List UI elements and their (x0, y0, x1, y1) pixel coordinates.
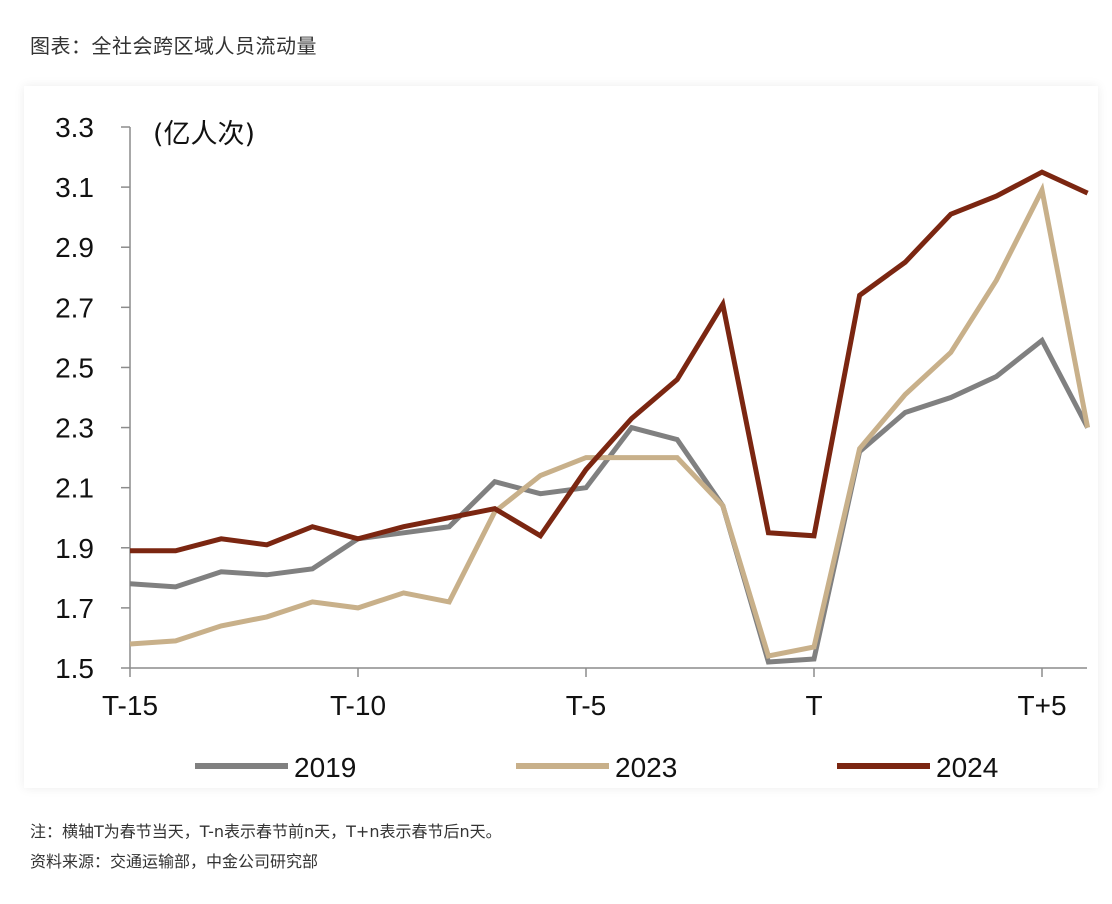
series-lines (129, 169, 1091, 665)
source-note: 资料来源：交通运输部，中金公司研究部 (30, 852, 319, 871)
y-tick-label: 2.9 (55, 232, 94, 263)
y-tick-label: 3.3 (55, 112, 94, 143)
series-line-2023 (129, 182, 1091, 659)
series-line-2024 (130, 169, 1089, 554)
legend-label-2023: 2023 (615, 752, 677, 783)
y-tick-label: 2.7 (55, 292, 94, 323)
chart-title: 图表：全社会跨区域人员流动量 (30, 34, 317, 58)
x-tick-label: T+5 (1017, 690, 1066, 721)
y-tick-label: 2.5 (55, 352, 94, 383)
y-tick-label: 1.9 (55, 533, 94, 564)
y-tick-label: 1.7 (55, 593, 94, 624)
chart-panel (24, 86, 1098, 788)
x-tick-label: T-15 (102, 690, 158, 721)
legend-label-2024: 2024 (936, 752, 998, 783)
legend-label-2019: 2019 (294, 752, 356, 783)
y-tick-label: 1.5 (55, 653, 94, 684)
legend: 2019 2023 2024 (195, 752, 998, 783)
footnote: 注：横轴T为春节当天，T-n表示春节前n天，T+n表示春节后n天。 (30, 822, 502, 841)
y-axis: 3.3 3.1 2.9 2.7 2.5 2.3 2.1 1.9 1.7 1.5 (55, 112, 131, 684)
x-tick-label: T-10 (330, 690, 386, 721)
y-tick-label: 2.1 (55, 473, 94, 504)
x-tick-label: T-5 (566, 690, 606, 721)
y-tick-label: 3.1 (55, 172, 94, 203)
y-tick-label: 2.3 (55, 413, 94, 444)
x-axis: T-15 T-10 T-5 T T+5 (102, 667, 1087, 721)
x-tick-label: T (805, 690, 822, 721)
y-unit-label: (亿人次) (153, 119, 255, 150)
